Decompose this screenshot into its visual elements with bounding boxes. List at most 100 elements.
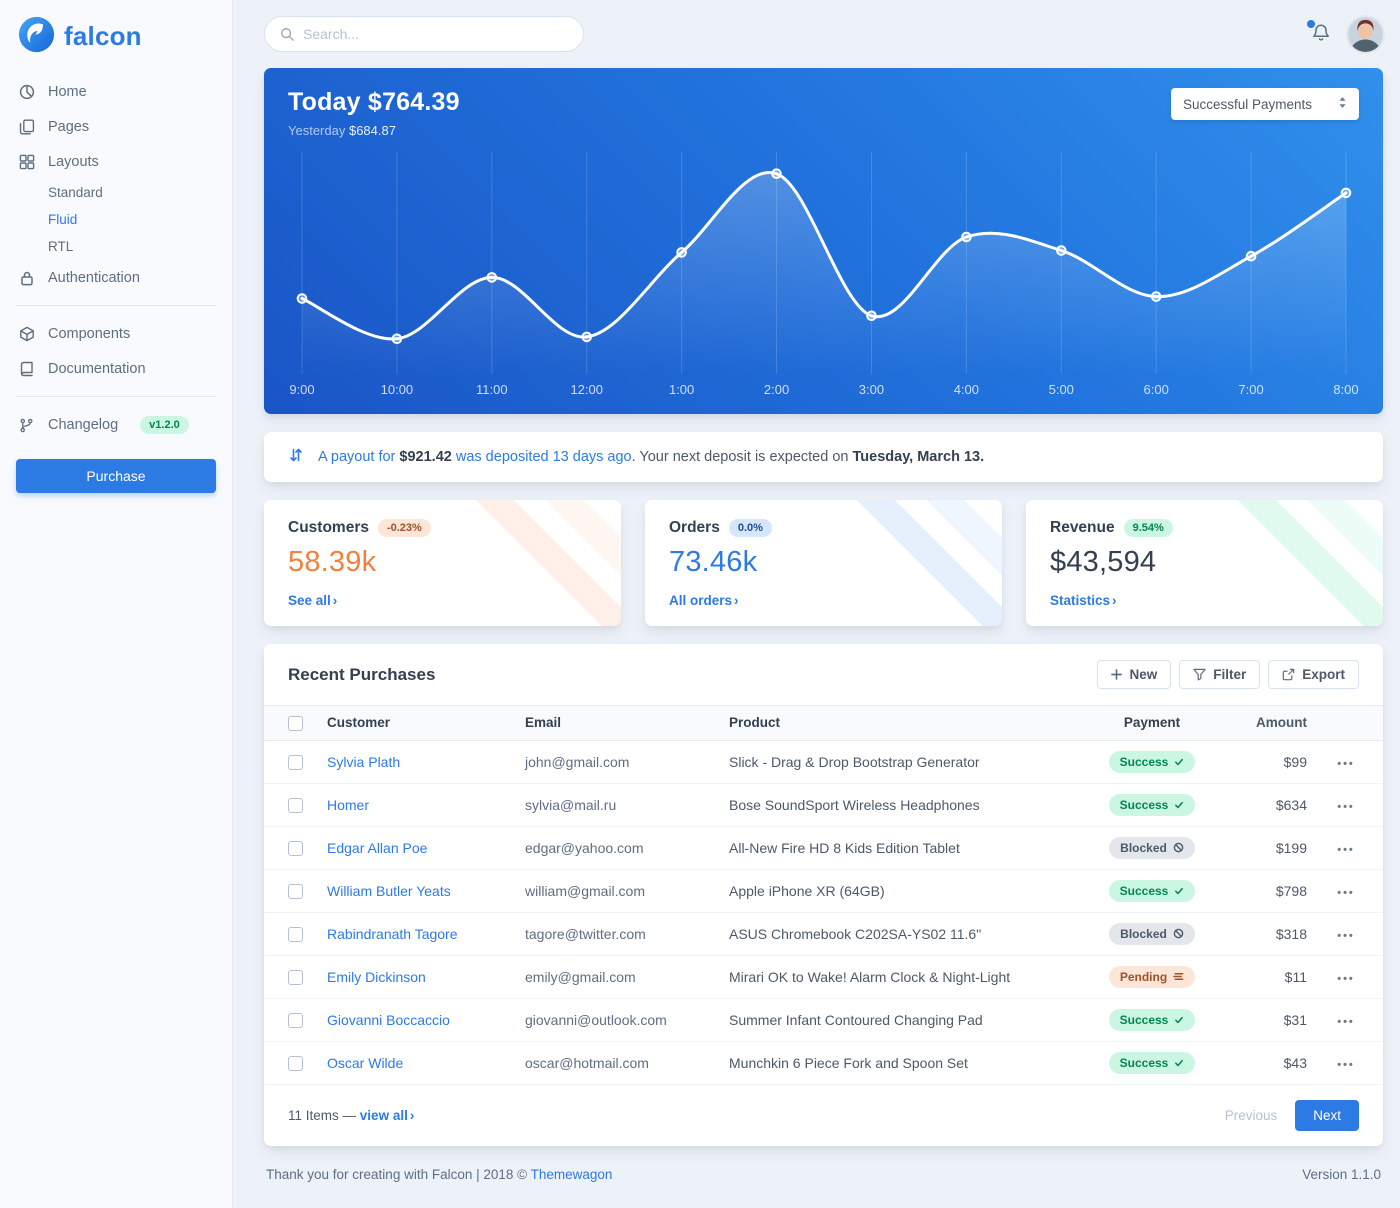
plus-icon (1111, 669, 1123, 680)
column-header-amount[interactable]: Amount (1227, 705, 1319, 741)
stat-link-see-all[interactable]: See all › (288, 593, 338, 608)
row-actions-button[interactable]: ••• (1337, 757, 1355, 770)
select-all-checkbox[interactable] (288, 715, 303, 731)
row-actions-button[interactable]: ••• (1337, 800, 1355, 813)
x-axis-label: 4:00 (954, 382, 979, 397)
row-checkbox[interactable] (288, 1056, 303, 1072)
customer-link[interactable]: William Butler Yeats (327, 882, 451, 899)
sidebar-item-authentication[interactable]: Authentication (16, 260, 216, 295)
stat-link-statistics[interactable]: Statistics › (1050, 593, 1117, 608)
customer-email: emily@gmail.com (513, 955, 717, 999)
customer-link[interactable]: Giovanni Boccaccio (327, 1011, 450, 1028)
x-axis-label: 1:00 (669, 382, 694, 397)
product-name: ASUS Chromebook C202SA-YS02 11.6" (717, 912, 1077, 956)
stat-card-revenue: Revenue 9.54% $43,594 Statistics › (1026, 500, 1383, 626)
sidebar-item-documentation[interactable]: Documentation (16, 351, 216, 386)
row-actions-button[interactable]: ••• (1337, 929, 1355, 942)
brand-name: falcon (64, 20, 142, 51)
stat-title: Customers (288, 519, 369, 536)
row-actions-button[interactable]: ••• (1337, 972, 1355, 985)
filter-button[interactable]: Filter (1179, 660, 1261, 689)
sidebar-item-rtl[interactable]: RTL (48, 239, 74, 254)
product-name: Mirari OK to Wake! Alarm Clock & Night-L… (717, 955, 1077, 999)
table-header-row: Customer Email Product Payment Amount (264, 705, 1383, 741)
falcon-logo[interactable]: falcon (16, 0, 216, 74)
export-button[interactable]: Export (1268, 660, 1359, 689)
pages-icon (18, 118, 35, 135)
table-row: Giovanni Boccaccio giovanni@outlook.com Su… (264, 998, 1383, 1042)
stat-link-all-orders[interactable]: All orders › (669, 593, 739, 608)
product-name: All-New Fire HD 8 Kids Edition Tablet (717, 826, 1077, 870)
amount: $31 (1227, 998, 1319, 1042)
stat-change-badge: 9.54% (1123, 519, 1173, 537)
product-name: Slick - Drag & Drop Bootstrap Generator (717, 740, 1077, 784)
export-icon (1282, 668, 1295, 681)
customer-link[interactable]: Edgar Allan Poe (327, 839, 428, 856)
row-checkbox[interactable] (288, 1013, 303, 1029)
customer-link[interactable]: Rabindranath Tagore (327, 925, 458, 942)
customer-link[interactable]: Homer (327, 796, 370, 813)
sidebar-item-fluid[interactable]: Fluid (48, 212, 78, 227)
search-input[interactable] (303, 26, 568, 42)
column-header-payment[interactable]: Payment (1077, 705, 1227, 741)
payment-status-badge: Success (1108, 793, 1196, 816)
sidebar-divider (16, 396, 216, 397)
today-total: Today $764.39 (288, 88, 460, 116)
row-actions-button[interactable]: ••• (1337, 886, 1355, 899)
sidebar-divider (16, 305, 216, 306)
check-icon (1174, 757, 1184, 767)
sidebar-item-layouts[interactable]: Layouts (16, 144, 216, 179)
row-actions-button[interactable]: ••• (1337, 1015, 1355, 1028)
components-icon (18, 325, 35, 342)
page-footer: Thank you for creating with Falcon | 201… (264, 1146, 1383, 1208)
x-axis-label: 9:00 (289, 382, 314, 397)
payments-filter-select[interactable]: Successful Payments (1170, 88, 1359, 120)
changelog-version-badge: v1.2.0 (140, 416, 189, 434)
check-icon (1174, 886, 1184, 896)
search-box[interactable] (264, 16, 584, 52)
row-checkbox[interactable] (288, 755, 303, 771)
row-checkbox[interactable] (288, 884, 303, 900)
search-icon (280, 27, 294, 41)
payment-status-badge: Success (1108, 750, 1196, 773)
x-axis-label: 11:00 (476, 382, 508, 397)
payout-link[interactable]: A payout for $921.42 was deposited 13 da… (318, 449, 632, 465)
row-checkbox[interactable] (288, 970, 303, 986)
view-all-link[interactable]: view all › (359, 1107, 415, 1123)
avatar[interactable] (1348, 16, 1383, 52)
customer-link[interactable]: Oscar Wilde (327, 1054, 404, 1071)
check-icon (1174, 1058, 1184, 1068)
sidebar-nav: Home Pages Layouts Standard Fluid RTL Authenti… (16, 74, 216, 443)
row-checkbox[interactable] (288, 927, 303, 943)
sidebar-item-changelog[interactable]: Changelog v1.2.0 (16, 407, 216, 443)
x-axis-label: 10:00 (381, 382, 414, 397)
recent-purchases-card: Recent Purchases New Filter Export Custome… (264, 644, 1383, 1146)
sidebar-item-components[interactable]: Components (16, 316, 216, 351)
stat-value: 73.46k (669, 546, 758, 578)
row-actions-button[interactable]: ••• (1337, 1058, 1355, 1071)
sidebar-item-standard[interactable]: Standard (48, 185, 103, 200)
column-header-customer[interactable]: Customer (315, 705, 513, 741)
row-checkbox[interactable] (288, 798, 303, 814)
sidebar-item-pages[interactable]: Pages (16, 109, 216, 144)
new-button[interactable]: New (1097, 660, 1172, 689)
next-button[interactable]: Next (1295, 1099, 1359, 1131)
customer-link[interactable]: Emily Dickinson (327, 968, 426, 985)
lock-icon (18, 269, 35, 286)
exchange-icon (288, 447, 304, 467)
notifications-button[interactable] (1307, 19, 1331, 46)
column-header-product[interactable]: Product (717, 705, 1077, 741)
row-checkbox[interactable] (288, 841, 303, 857)
row-actions-button[interactable]: ••• (1337, 843, 1355, 856)
customer-email: john@gmail.com (513, 740, 717, 784)
stream-icon (1173, 971, 1184, 982)
column-header-email[interactable]: Email (513, 705, 717, 741)
customer-link[interactable]: Sylvia Plath (327, 753, 401, 770)
sidebar-item-home[interactable]: Home (16, 74, 216, 109)
amount: $634 (1227, 783, 1319, 827)
main-content: Today $764.39 Yesterday $684.87 Successf… (233, 0, 1400, 1208)
themewagon-link[interactable]: Themewagon (530, 1166, 613, 1182)
previous-button[interactable]: Previous (1224, 1107, 1278, 1123)
falcon-logo-icon (18, 16, 55, 56)
purchase-button[interactable]: Purchase (16, 459, 216, 493)
